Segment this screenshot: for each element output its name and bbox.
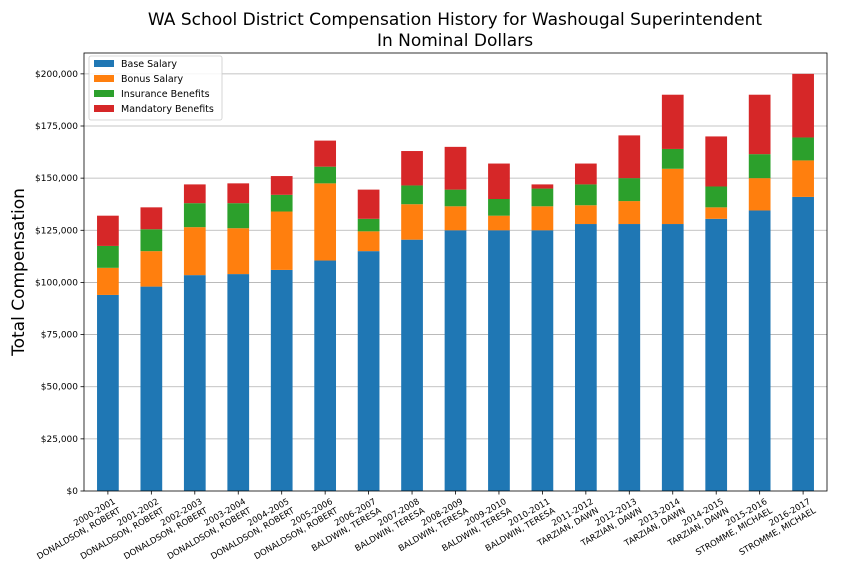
bar-segment-insurance-benefits <box>792 137 814 161</box>
bar-segment-insurance-benefits <box>705 186 728 208</box>
y-tick-label: $50,000 <box>41 383 78 393</box>
bar-segment-insurance-benefits <box>314 166 337 184</box>
bar-segment-insurance-benefits <box>357 218 380 232</box>
bar-segment-bonus-salary <box>574 205 597 225</box>
bar-segment-base-salary <box>574 224 597 491</box>
bar-segment-bonus-salary <box>357 231 380 252</box>
bar-segment-insurance-benefits <box>97 245 119 268</box>
bar-segment-mandatory-benefits <box>574 163 597 185</box>
bar-segment-bonus-salary <box>748 178 771 211</box>
bar-segment-insurance-benefits <box>618 178 641 202</box>
bar-segment-base-salary <box>314 260 337 491</box>
bar-segment-base-salary <box>357 251 380 491</box>
y-axis-ticks: $0 $25,000 $50,000 $75,000 $100,000 $125,000 $… <box>35 70 84 497</box>
y-tick-label: $200,000 <box>35 70 78 80</box>
y-tick-label: $25,000 <box>41 435 78 445</box>
bar-segment-mandatory-benefits <box>661 94 684 149</box>
bar-segment-bonus-salary <box>488 215 510 231</box>
bar-segment-mandatory-benefits <box>444 146 467 190</box>
bar-segment-base-salary <box>748 210 771 491</box>
bar-segment-bonus-salary <box>401 204 423 240</box>
bar-segment-insurance-benefits <box>574 184 597 206</box>
bar-segment-bonus-salary <box>183 227 206 276</box>
bar-segment-bonus-salary <box>270 211 293 270</box>
chart-title: WA School District Compensation History … <box>148 10 762 30</box>
bar-segment-base-salary <box>227 274 250 491</box>
bar-segment-base-salary <box>792 196 814 491</box>
bar-segment-base-salary <box>661 224 684 491</box>
y-tick-label: $100,000 <box>35 278 78 288</box>
bar-segment-mandatory-benefits <box>357 189 380 219</box>
bar-segment-bonus-salary <box>97 267 119 295</box>
bar-segment-mandatory-benefits <box>401 151 423 186</box>
bar-segment-mandatory-benefits <box>183 184 206 204</box>
bar-segment-mandatory-benefits <box>748 94 771 155</box>
y-tick-label: $150,000 <box>35 174 78 184</box>
bar-segment-mandatory-benefits <box>314 140 337 167</box>
legend: Base Salary Bonus Salary Insurance Benefit… <box>88 55 223 121</box>
bar-segment-insurance-benefits <box>748 154 771 179</box>
bar-segment-bonus-salary <box>314 183 337 261</box>
bar-segment-insurance-benefits <box>401 185 423 205</box>
legend-swatch <box>94 60 114 67</box>
bar-segment-bonus-salary <box>618 201 641 225</box>
bar-segment-insurance-benefits <box>531 188 554 207</box>
bars <box>97 73 814 492</box>
legend-swatch <box>94 90 114 97</box>
bar-segment-base-salary <box>705 218 728 492</box>
bar-segment-mandatory-benefits <box>705 136 728 187</box>
legend-label: Insurance Benefits <box>121 89 210 100</box>
bar-segment-bonus-salary <box>444 206 467 231</box>
legend-swatch <box>94 105 114 112</box>
bar-segment-bonus-salary <box>705 207 728 219</box>
bar-segment-mandatory-benefits <box>227 183 250 204</box>
y-tick-label: $125,000 <box>35 226 78 236</box>
bar-segment-insurance-benefits <box>488 199 510 216</box>
bar-segment-mandatory-benefits <box>488 163 510 199</box>
bar-segment-mandatory-benefits <box>270 176 293 195</box>
bar-segment-base-salary <box>270 269 293 491</box>
chart-subtitle: In Nominal Dollars <box>377 31 533 51</box>
y-tick-label: $0 <box>67 487 79 497</box>
legend-swatch <box>94 75 114 82</box>
bar-segment-bonus-salary <box>661 168 684 225</box>
bar-segment-insurance-benefits <box>444 189 467 207</box>
bar-segment-insurance-benefits <box>140 229 163 252</box>
bar-segment-mandatory-benefits <box>140 207 163 230</box>
bar-segment-mandatory-benefits <box>97 215 119 246</box>
bar-segment-base-salary <box>183 275 206 491</box>
legend-box <box>88 55 223 121</box>
bar-segment-base-salary <box>401 239 423 491</box>
y-tick-label: $75,000 <box>41 331 78 341</box>
legend-label: Base Salary <box>121 59 177 70</box>
bar-segment-base-salary <box>531 230 554 492</box>
bar-segment-mandatory-benefits <box>618 135 641 179</box>
bar-segment-bonus-salary <box>792 160 814 197</box>
bar-segment-bonus-salary <box>140 251 163 287</box>
bar-segment-base-salary <box>140 286 163 491</box>
bar-segment-base-salary <box>618 224 641 491</box>
bar-segment-base-salary <box>97 294 119 491</box>
bar-segment-insurance-benefits <box>227 203 250 229</box>
bar-segment-base-salary <box>444 230 467 492</box>
bar-segment-base-salary <box>488 230 510 492</box>
legend-label: Mandatory Benefits <box>121 104 214 115</box>
bar-segment-bonus-salary <box>227 228 250 275</box>
bar-segment-bonus-salary <box>531 206 554 231</box>
bar-segment-insurance-benefits <box>270 194 293 212</box>
bar-segment-insurance-benefits <box>661 148 684 169</box>
legend-label: Bonus Salary <box>121 74 184 85</box>
y-tick-label: $175,000 <box>35 122 78 132</box>
y-axis-label: Total Compensation <box>9 188 29 357</box>
bar-segment-insurance-benefits <box>183 203 206 228</box>
bar-segment-mandatory-benefits <box>531 184 554 189</box>
bar-segment-mandatory-benefits <box>792 73 814 138</box>
